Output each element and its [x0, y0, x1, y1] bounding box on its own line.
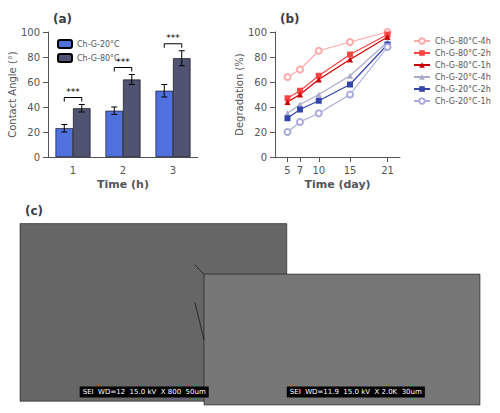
svg-text:Time (day): Time (day) — [304, 178, 370, 191]
svg-text:40: 40 — [27, 102, 40, 113]
svg-text:Time (h): Time (h) — [97, 178, 149, 191]
svg-text:Ch-G-80°C-2h: Ch-G-80°C-2h — [435, 49, 491, 58]
svg-text:80: 80 — [27, 52, 40, 63]
svg-text:15: 15 — [344, 165, 357, 176]
svg-text:21: 21 — [381, 165, 394, 176]
svg-text:20: 20 — [254, 127, 267, 138]
svg-text:0: 0 — [34, 152, 40, 163]
svg-text:Ch-G-20°C-4h: Ch-G-20°C-4h — [435, 73, 491, 82]
svg-text:(b): (b) — [280, 12, 300, 26]
svg-text:Ch-G-20°C-1h: Ch-G-20°C-1h — [435, 97, 491, 106]
svg-text:40: 40 — [254, 102, 267, 113]
svg-text:Ch-G-20°C: Ch-G-20°C — [77, 40, 120, 49]
svg-text:60: 60 — [254, 77, 267, 88]
svg-text:Degradation (%): Degradation (%) — [234, 53, 245, 136]
svg-text:Contact Angle (°): Contact Angle (°) — [7, 51, 18, 138]
svg-text:Ch-G-80°C: Ch-G-80°C — [77, 54, 120, 63]
svg-text:Ch-G-80°C-4h: Ch-G-80°C-4h — [435, 37, 491, 46]
svg-text:(c): (c) — [25, 204, 43, 218]
svg-text:2: 2 — [120, 165, 126, 176]
svg-text:0: 0 — [261, 152, 267, 163]
svg-text:60: 60 — [27, 77, 40, 88]
svg-text:Ch-G-80°C-1h: Ch-G-80°C-1h — [435, 61, 491, 70]
svg-text:***: *** — [166, 33, 180, 43]
svg-text:10: 10 — [312, 165, 325, 176]
svg-text:100: 100 — [248, 27, 267, 38]
svg-text:***: *** — [116, 57, 130, 67]
svg-text:SEI WD=11.9 15.0 kV X 2.0K: SEI WD=11.9 15.0 kV X 2.0K 30um — [290, 388, 422, 396]
svg-text:(a): (a) — [53, 12, 72, 26]
svg-text:Ch-G-20°C-2h: Ch-G-20°C-2h — [435, 85, 491, 94]
svg-text:1: 1 — [70, 165, 76, 176]
svg-text:100: 100 — [21, 27, 40, 38]
svg-text:80: 80 — [254, 52, 267, 63]
svg-text:3: 3 — [170, 165, 176, 176]
svg-text:5: 5 — [284, 165, 290, 176]
svg-text:20: 20 — [27, 127, 40, 138]
svg-text:***: *** — [66, 87, 80, 97]
svg-text:7: 7 — [297, 165, 303, 176]
svg-text:SEI WD=12 15.0 kV X 800 50: SEI WD=12 15.0 kV X 800 50um — [83, 388, 206, 396]
